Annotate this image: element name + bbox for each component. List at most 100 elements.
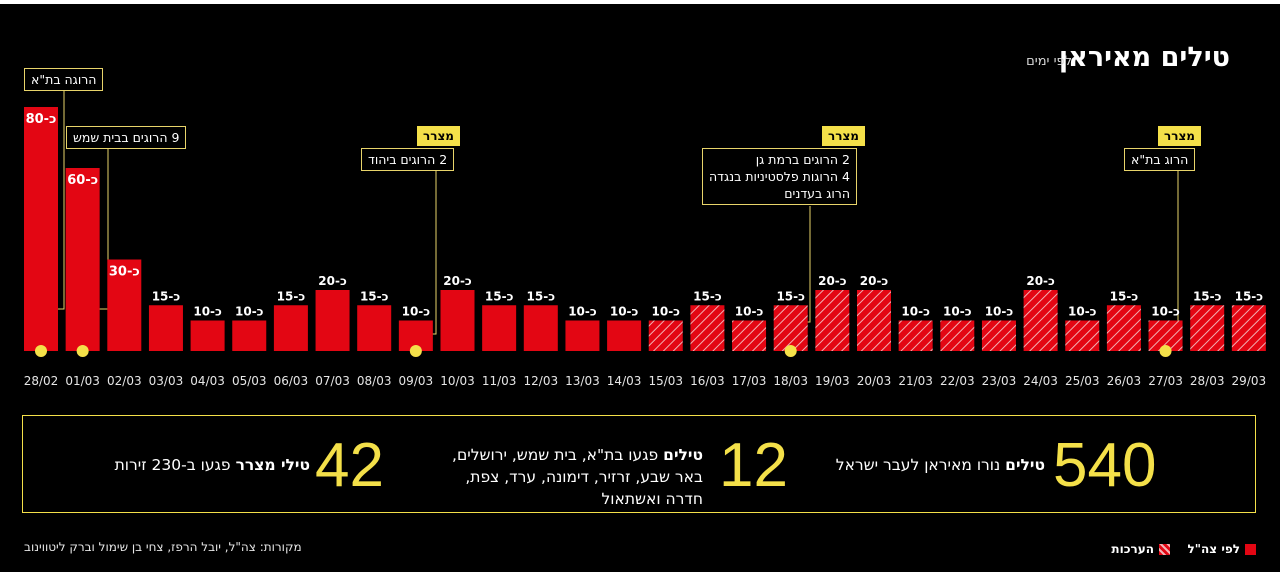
annotation-marker — [76, 345, 89, 357]
value-label: כ-80 — [26, 112, 57, 127]
annotation-tag-18-03: מצרר — [822, 126, 865, 146]
bar-26-03 — [1106, 305, 1141, 351]
x-tick-label: 22/03 — [940, 374, 975, 388]
value-label: כ-10 — [610, 305, 639, 319]
bar-16-03 — [690, 305, 725, 351]
x-tick-label: 17/03 — [732, 374, 767, 388]
bar-01-03 — [65, 168, 100, 351]
bar-06-03 — [273, 305, 308, 351]
value-label: כ-10 — [402, 305, 431, 319]
x-tick-label: 23/03 — [982, 374, 1017, 388]
bar-chart: כ-80 כ-60 כ-30 כ-15 כ-10 כ-10 כ-15 כ-20 כ-15 כ-10… — [24, 90, 1266, 388]
annotation-text: הרוג בת"א — [1131, 152, 1189, 167]
bar-18-03 — [773, 305, 808, 351]
bar-10-03 — [440, 290, 475, 351]
annotation-line: 2 הרוגים ברמת גן — [755, 152, 850, 167]
bar-15-03 — [648, 320, 683, 351]
value-label: כ-10 — [568, 305, 597, 319]
bar-13-03 — [565, 320, 600, 351]
summary-box: 540 טילים נורו מאיראן לעבר ישראל 12 טילי… — [22, 415, 1256, 513]
x-tick-label: 24/03 — [1023, 374, 1058, 388]
x-tick-label: 19/03 — [815, 374, 850, 388]
cluster-bold: טילי מצרר — [235, 456, 310, 474]
value-label: כ-15 — [277, 289, 306, 303]
value-label: כ-10 — [235, 305, 264, 319]
bar-12-03 — [523, 305, 558, 351]
legend-swatch-solid — [1245, 544, 1256, 555]
legend-idf: לפי צה"ל — [1188, 542, 1256, 556]
bar-19-03 — [815, 290, 850, 351]
x-tick-label: 06/03 — [274, 374, 309, 388]
value-label: כ-10 — [901, 305, 930, 319]
hit-line1-text: פגעו בת"א, בית שמש, ירושלים, — [452, 446, 659, 464]
bar-02-03 — [107, 259, 142, 351]
x-tick-label: 28/02 — [24, 374, 59, 388]
hit-line2: באר שבע, זרזיר, דימונה, ערד, צפת, — [465, 468, 703, 486]
hit-text: טילים פגעו בת"א, בית שמש, ירושלים, באר ש… — [452, 444, 703, 510]
bar-03-03 — [148, 305, 183, 351]
value-label: כ-20 — [1026, 274, 1055, 288]
value-label: כ-15 — [485, 289, 514, 303]
annotation-text: 2 הרוגים ביהוד — [368, 152, 448, 167]
annotation-tag-27-03: מצרר — [1158, 126, 1201, 146]
value-label: כ-10 — [193, 305, 222, 319]
bar-04-03 — [190, 320, 225, 351]
bar-20-03 — [857, 290, 891, 351]
x-tick-label: 16/03 — [690, 374, 725, 388]
value-label: כ-15 — [1235, 289, 1264, 303]
value-label: כ-60 — [67, 173, 98, 188]
x-tick-label: 11/03 — [482, 374, 517, 388]
value-label: כ-20 — [860, 274, 889, 288]
annotation-text: הרוגה בת"א — [31, 72, 97, 87]
x-tick-label: 02/03 — [107, 374, 142, 388]
value-label: כ-10 — [985, 305, 1014, 319]
chart-subtitle: לפי ימים — [1026, 54, 1072, 69]
bar-25-03 — [1065, 320, 1100, 351]
bar-07-03 — [315, 290, 350, 351]
x-tick-label: 25/03 — [1065, 374, 1100, 388]
bar-24-03 — [1023, 290, 1058, 351]
annotation-line: הרוג בעדנים — [784, 186, 850, 201]
hit-line1: טילים פגעו בת"א, בית שמש, ירושלים, — [452, 444, 703, 466]
annotation-text: 9 הרוגים בבית שמש — [73, 130, 180, 145]
x-tick-label: 01/03 — [65, 374, 100, 388]
x-tick-label: 07/03 — [315, 374, 350, 388]
cluster-number: 42 — [315, 431, 384, 500]
launched-desc: נורו מאיראן לעבר ישראל — [835, 456, 1001, 474]
bar-29-03 — [1231, 305, 1266, 351]
value-label: כ-20 — [318, 274, 347, 288]
annotation-18-03: 2 הרוגים ברמת גן 4 הרוגות פלסטיניות בנגד… — [702, 148, 857, 205]
bar-08-03 — [357, 305, 392, 351]
x-tick-label: 21/03 — [898, 374, 933, 388]
value-labels-group: כ-80 כ-60 כ-30 כ-15 כ-10 כ-10 כ-15 כ-20 כ-15 כ-10… — [26, 112, 1264, 319]
bar-23-03 — [981, 320, 1016, 351]
hit-number: 12 — [719, 431, 788, 500]
cluster-desc: פגעו ב-230 זירות — [114, 456, 231, 474]
chart-title: טילים מאיראן — [1058, 42, 1230, 73]
hit-bold: טילים — [663, 446, 703, 464]
annotation-09-03: 2 הרוגים ביהוד — [361, 148, 455, 171]
x-tick-label: 29/03 — [1232, 374, 1267, 388]
value-label: כ-15 — [693, 289, 722, 303]
value-label: כ-10 — [1151, 305, 1180, 319]
bar-14-03 — [607, 320, 642, 351]
value-label: כ-10 — [735, 305, 764, 319]
launched-bold: טילים — [1005, 456, 1045, 474]
annotation-marker — [784, 345, 797, 357]
x-tick-label: 27/03 — [1148, 374, 1183, 388]
x-tick-label: 09/03 — [399, 374, 434, 388]
x-tick-labels-group: 28/02 01/03 02/03 03/03 04/03 05/03 06/03 07/03… — [24, 374, 1266, 388]
cluster-text: טילי מצרר פגעו ב-230 זירות — [115, 454, 310, 476]
legend-est-label: הערכות — [1111, 542, 1154, 556]
value-label: כ-15 — [1110, 289, 1139, 303]
x-tick-label: 08/03 — [357, 374, 392, 388]
x-tick-label: 10/03 — [440, 374, 475, 388]
bar-28-02 — [24, 107, 58, 351]
annotation-markers — [35, 345, 1172, 357]
x-tick-label: 03/03 — [149, 374, 184, 388]
x-tick-label: 14/03 — [607, 374, 642, 388]
bar-22-03 — [940, 320, 975, 351]
x-tick-label: 05/03 — [232, 374, 267, 388]
value-label: כ-10 — [1068, 305, 1097, 319]
annotation-marker — [35, 345, 47, 357]
